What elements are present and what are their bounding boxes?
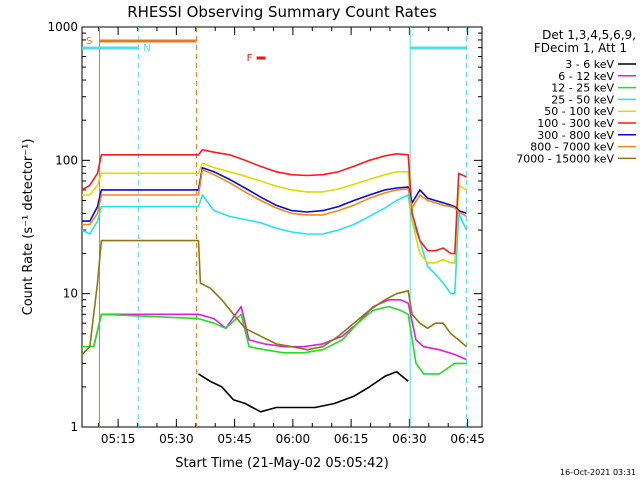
legend-label-5: 100 - 300 keV — [537, 117, 614, 130]
x-axis-label: Start Time (21-May-02 05:05:42) — [175, 456, 389, 471]
legend-title-line-1: Det 1,3,4,5,6,9, — [542, 28, 636, 42]
series-line-7 — [82, 168, 467, 226]
plot-frame — [81, 26, 483, 428]
chart-title: RHESSI Observing Summary Count Rates — [127, 3, 437, 21]
x-tick-label: 05:30 — [159, 432, 194, 446]
y-tick-label: 1000 — [47, 20, 78, 34]
legend-label-1: 6 - 12 keV — [558, 70, 614, 83]
legend-label-4: 50 - 100 keV — [544, 105, 614, 118]
footer-date: 16-Oct-2021 03:31 — [560, 468, 636, 477]
x-tick-label: 05:45 — [217, 432, 252, 446]
legend-label-8: 7000 - 15000 keV — [516, 152, 614, 165]
legend-label-7: 800 - 7000 keV — [530, 141, 614, 154]
x-tick-label: 06:30 — [392, 432, 427, 446]
legend-label-2: 12 - 25 keV — [551, 82, 614, 95]
series-line-2 — [82, 305, 467, 375]
legend-label-3: 25 - 50 keV — [551, 93, 614, 106]
y-axis-label: Count Rate (s⁻¹ detector⁻¹) — [21, 139, 36, 316]
night-flag-label: N — [143, 43, 150, 54]
y-tick-label: 10 — [63, 287, 78, 301]
saa-flag-label: S — [86, 36, 92, 47]
series-line-5 — [81, 149, 467, 255]
x-tick-label: 06:00 — [276, 432, 311, 446]
series-line-8 — [81, 239, 468, 356]
legend-label-0: 3 - 6 keV — [565, 58, 614, 71]
x-tick-label: 05:15 — [101, 432, 136, 446]
x-tick-label: 06:15 — [334, 432, 369, 446]
y-tick-label: 1 — [70, 420, 78, 434]
series-line-1 — [82, 299, 467, 361]
series-line-4 — [82, 162, 467, 264]
legend-label-6: 300 - 800 keV — [537, 129, 614, 142]
series-line-0 — [198, 370, 409, 413]
legend-title-line-2: FDecim 1, Att 1 — [534, 41, 627, 55]
series-line-3 — [81, 194, 468, 295]
y-tick-label: 100 — [55, 153, 78, 167]
flare-flag-label: F — [247, 53, 253, 64]
x-tick-label: 06:45 — [450, 432, 485, 446]
